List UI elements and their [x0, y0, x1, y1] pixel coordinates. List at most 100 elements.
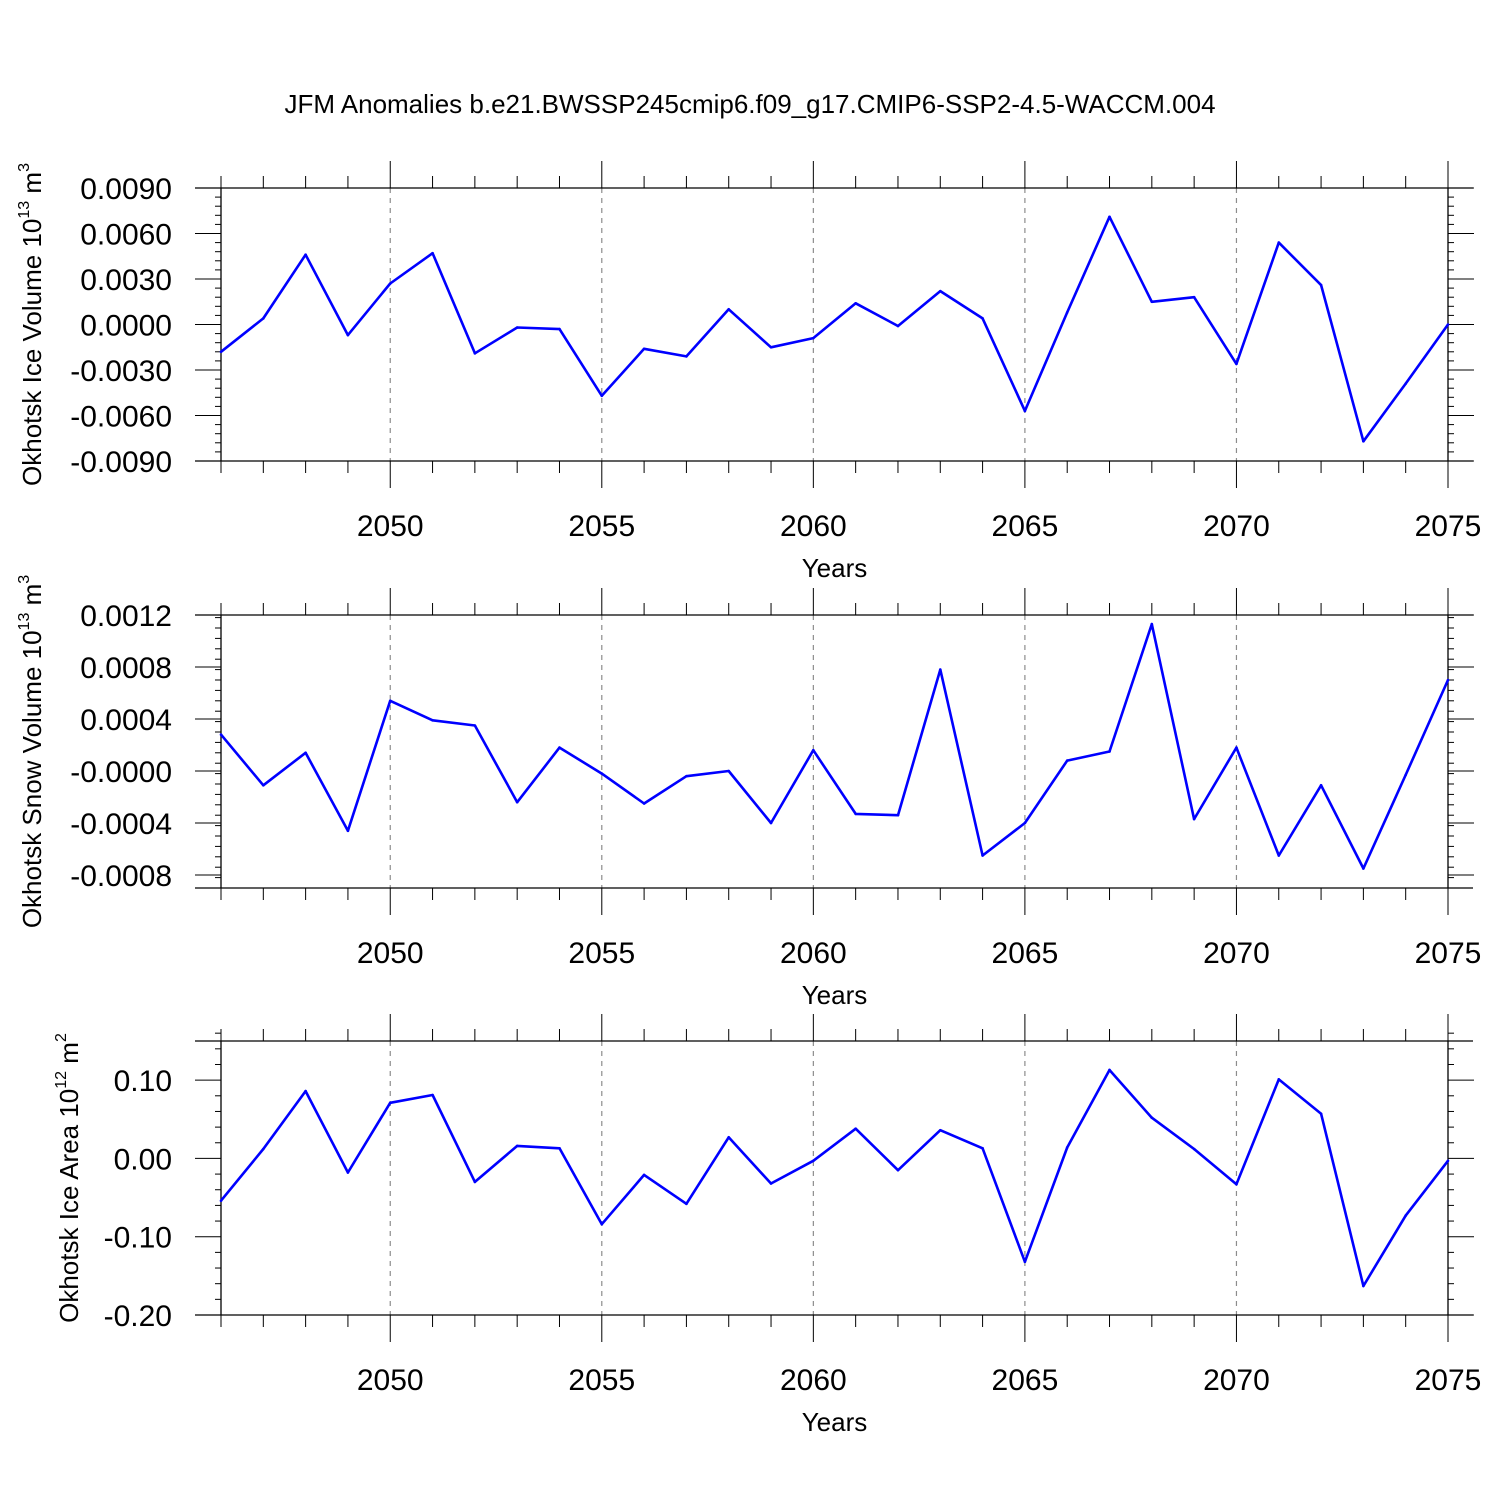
x-tick-label: 2055	[568, 510, 635, 543]
y-tick-label: -0.0060	[70, 401, 172, 434]
data-point	[1235, 1182, 1238, 1186]
y-tick-label: -0.0090	[70, 446, 172, 479]
data-series-line	[220, 215, 1450, 443]
data-point	[1404, 382, 1407, 385]
data-point	[727, 308, 731, 311]
x-tick-label: 2060	[780, 937, 847, 970]
data-point	[515, 1144, 519, 1148]
chart-panel-3: -0.20 -0.10 0.00 0.10 2050 2055 2060 2065 2070 20…	[53, 1014, 1481, 1437]
data-point	[1319, 784, 1323, 787]
data-point	[685, 1202, 688, 1206]
data-point	[219, 733, 223, 736]
data-point	[854, 1127, 857, 1130]
data-point	[981, 1146, 984, 1150]
data-point	[1277, 241, 1281, 244]
data-point	[1192, 1147, 1196, 1151]
data-series-line	[220, 622, 1450, 870]
y-label-yunit-exp: 13	[16, 201, 33, 219]
x-tick-label: 2065	[992, 1364, 1059, 1397]
y-label-yunit-base: 10	[54, 1089, 84, 1118]
y-label-ylabel: Okhotsk Ice Volume	[17, 248, 47, 486]
data-point	[1065, 1146, 1069, 1149]
data-point	[388, 699, 392, 703]
data-point	[262, 1147, 265, 1151]
data-point	[1277, 854, 1281, 857]
data-point	[1362, 439, 1365, 443]
y-label-yunit-m-exp: 3	[16, 163, 33, 172]
data-point	[600, 1222, 604, 1226]
y-tick-label: -0.20	[104, 1300, 172, 1333]
x-tick-label: 2075	[1415, 937, 1482, 970]
x-tick-label: 2070	[1203, 1364, 1270, 1397]
x-axis-label: Years	[802, 553, 868, 583]
y-axis-label: Okhotsk Ice Area 1012 m2	[53, 1033, 84, 1323]
data-point	[431, 719, 434, 722]
data-point	[388, 1101, 392, 1105]
y-tick-label: -0.0030	[70, 355, 172, 388]
y-label-space	[17, 605, 47, 612]
x-tick-label: 2050	[357, 937, 424, 970]
data-point	[431, 251, 434, 255]
y-label-yunit-m: m	[17, 584, 47, 606]
data-point	[727, 1135, 731, 1139]
y-tick-label: -0.10	[104, 1222, 172, 1255]
y-label-yunit-m-exp: 2	[53, 1033, 70, 1042]
data-point	[1319, 1112, 1323, 1116]
data-point	[1446, 323, 1450, 326]
data-point	[1108, 215, 1111, 219]
data-point	[1446, 1159, 1450, 1163]
data-point	[1235, 362, 1238, 366]
data-point	[1065, 759, 1069, 762]
x-tick-label: 2050	[357, 1364, 424, 1397]
data-point	[304, 751, 307, 755]
y-label-ylabel: Okhotsk Ice Area	[54, 1118, 84, 1323]
y-tick-label: -0.0008	[70, 860, 172, 893]
data-point	[812, 336, 815, 340]
chart-panel-1: -0.0090 -0.0060 -0.0030 0.0000 0.0030 0.0060 0…	[16, 161, 1481, 583]
data-point	[769, 345, 773, 349]
data-point	[473, 352, 477, 355]
data-point	[1023, 409, 1027, 413]
y-label-yunit-m: m	[54, 1042, 84, 1064]
data-point	[1277, 1078, 1281, 1081]
data-point	[1023, 1260, 1027, 1264]
data-point	[262, 317, 265, 320]
data-point	[388, 282, 392, 285]
y-tick-label: -0.0000	[70, 756, 172, 789]
chart-panel-2: -0.0008 -0.0004 -0.0000 0.0004 0.0008 0.0012 2…	[16, 575, 1481, 1010]
data-point	[1446, 678, 1450, 682]
x-tick-label: 2055	[568, 937, 635, 970]
data-point	[896, 1168, 900, 1172]
data-point	[1362, 1284, 1365, 1288]
panels: -0.0090 -0.0060 -0.0030 0.0000 0.0030 0.0060 0…	[16, 161, 1481, 1437]
data-point	[854, 812, 857, 816]
data-point	[1150, 1116, 1154, 1120]
y-tick-label: 0.0000	[80, 310, 172, 343]
data-point	[600, 394, 604, 398]
data-point	[431, 1093, 434, 1097]
data-point	[515, 800, 519, 804]
data-point	[304, 253, 307, 257]
data-point	[1319, 283, 1323, 287]
data-point	[346, 829, 350, 833]
data-point	[685, 355, 688, 358]
y-axis-label: Okhotsk Ice Volume 1013 m3	[16, 163, 47, 486]
data-point	[1023, 821, 1027, 825]
data-point	[938, 668, 942, 671]
data-point	[558, 746, 561, 749]
y-tick-label: 0.0008	[80, 652, 172, 685]
y-axis-label: Okhotsk Snow Volume 1013 m3	[16, 575, 47, 928]
data-point	[642, 802, 646, 805]
y-label-yunit-exp: 12	[53, 1071, 70, 1089]
data-point	[1192, 817, 1196, 821]
y-tick-label: 0.0030	[80, 264, 172, 297]
data-point	[642, 347, 646, 351]
data-point	[727, 769, 731, 773]
data-point	[685, 774, 688, 778]
data-point	[558, 327, 561, 331]
x-tick-label: 2050	[357, 510, 424, 543]
data-point	[219, 350, 223, 354]
data-series-line	[219, 1068, 1450, 1288]
data-point	[642, 1173, 646, 1177]
y-tick-label: 0.0090	[80, 173, 172, 206]
